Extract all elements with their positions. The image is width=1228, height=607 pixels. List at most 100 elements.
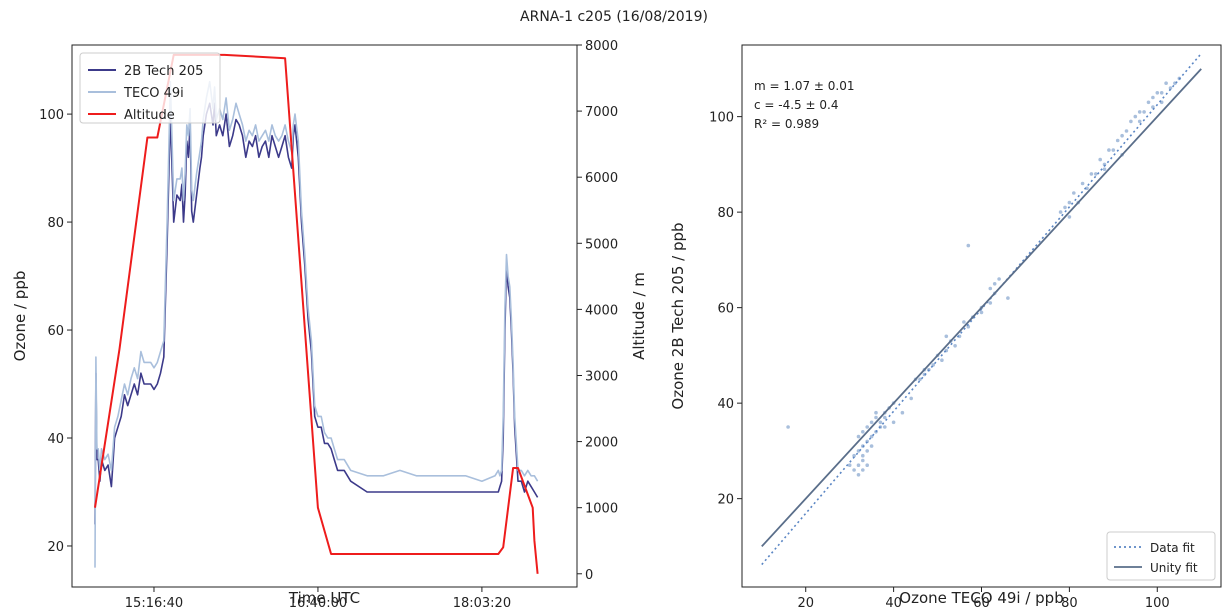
data-fit-line bbox=[761, 53, 1202, 566]
scatter-point bbox=[856, 434, 861, 439]
scatter-point bbox=[979, 310, 984, 315]
y2-tick-label: 0 bbox=[585, 568, 593, 583]
scatter-point bbox=[852, 468, 856, 472]
scatter-point bbox=[1137, 110, 1142, 114]
scatter-point bbox=[869, 434, 874, 439]
y2-tick-label: 3000 bbox=[585, 369, 618, 384]
scatter-point bbox=[944, 334, 949, 339]
scatter-point bbox=[1072, 191, 1076, 195]
y2-tick-label: 7000 bbox=[585, 105, 618, 120]
y2-axis-label: Altitude / m bbox=[630, 272, 648, 360]
scatter-point bbox=[861, 458, 865, 463]
scatter-point bbox=[1120, 133, 1124, 138]
scatter-point bbox=[1102, 167, 1107, 171]
unity-fit-line bbox=[761, 68, 1202, 548]
y-axis-label: Ozone / ppb bbox=[11, 271, 29, 362]
y-tick-label: 60 bbox=[47, 324, 64, 339]
x-axis-label: Ozone TECO 49i / ppb bbox=[899, 589, 1063, 607]
y-tick-label: 80 bbox=[717, 206, 734, 221]
y2-tick-label: 2000 bbox=[585, 436, 618, 451]
scatter-point bbox=[988, 286, 993, 291]
scatter-point bbox=[988, 301, 993, 305]
scatter-point bbox=[909, 396, 913, 401]
y-tick-label: 20 bbox=[717, 493, 734, 508]
scatter-point bbox=[1098, 157, 1102, 162]
scatter-point bbox=[992, 282, 997, 286]
scatter-point bbox=[1164, 81, 1168, 85]
scatter-point bbox=[874, 410, 878, 415]
figure-title: ARNA-1 c205 (16/08/2019) bbox=[520, 9, 708, 25]
scatter-point bbox=[865, 449, 869, 453]
scatter-point bbox=[997, 277, 1001, 281]
y2-tick-label: 5000 bbox=[585, 237, 618, 252]
scatter-point bbox=[861, 453, 865, 458]
x-axis-label: Time UTC bbox=[288, 589, 360, 607]
scatter-point bbox=[1006, 296, 1010, 300]
scatter-point bbox=[1080, 181, 1085, 186]
series-line-teco-49i bbox=[94, 80, 539, 568]
y-tick-label: 20 bbox=[47, 540, 64, 555]
scatter-point bbox=[883, 415, 887, 420]
y-axis-label: Ozone 2B Tech 205 / ppb bbox=[669, 222, 687, 409]
scatter-point bbox=[1115, 138, 1120, 143]
plot-frame bbox=[71, 44, 578, 588]
scatter-point bbox=[1089, 172, 1094, 176]
time-series-chart: 2040608010001000200030004000500060007000… bbox=[11, 39, 648, 607]
scatter-point bbox=[940, 358, 944, 363]
scatter-point bbox=[856, 473, 861, 477]
scatter-point bbox=[856, 463, 861, 468]
scatter-point bbox=[1063, 205, 1067, 210]
scatter-point bbox=[874, 415, 878, 420]
scatter-point bbox=[847, 463, 852, 468]
y-tick-label: 100 bbox=[39, 108, 64, 123]
y-tick-label: 40 bbox=[717, 397, 734, 412]
x-tick-label: 20 bbox=[797, 596, 814, 607]
fit-annotation: c = -4.5 ± 0.4 bbox=[754, 98, 838, 112]
scatter-point bbox=[918, 377, 922, 382]
y2-tick-label: 6000 bbox=[585, 171, 618, 186]
x-tick-label: 18:03:20 bbox=[453, 596, 511, 607]
scatter-point bbox=[1085, 186, 1089, 191]
scatter-point bbox=[1067, 200, 1072, 205]
legend-label: TECO 49i bbox=[123, 86, 184, 101]
x-tick-label: 40 bbox=[885, 596, 902, 607]
scatter-chart: 20 40 60 80 100 20 40 60 80 100 Ozone TECO 49i / p… bbox=[669, 44, 1222, 607]
legend: Data fit Unity fit bbox=[1106, 531, 1216, 581]
fit-annotation: m = 1.07 ± 0.01 bbox=[754, 79, 855, 93]
scatter-point bbox=[1129, 119, 1133, 124]
scatter-point bbox=[1142, 110, 1146, 114]
legend-label: Unity fit bbox=[1150, 561, 1198, 575]
scatter-point bbox=[966, 243, 971, 248]
y2-tick-label: 4000 bbox=[585, 303, 618, 318]
scatter-point bbox=[852, 453, 856, 458]
scatter-point bbox=[891, 420, 896, 425]
scatter-point bbox=[883, 425, 887, 429]
scatter-point bbox=[953, 344, 957, 348]
scatter-point bbox=[1146, 100, 1151, 105]
y-tick-label: 80 bbox=[47, 216, 64, 231]
scatter-point bbox=[962, 320, 966, 324]
x-tick-label: 15:16:40 bbox=[125, 596, 183, 607]
scatter-point bbox=[1155, 91, 1160, 95]
y2-tick-label: 8000 bbox=[585, 39, 618, 54]
scatter-point bbox=[1137, 119, 1142, 124]
scatter-point bbox=[1124, 129, 1129, 133]
scatter-point bbox=[1151, 95, 1155, 100]
x-tick-label: 100 bbox=[1145, 596, 1170, 607]
legend: 2B Tech 205 TECO 49i Altitude bbox=[79, 52, 221, 124]
y2-tick-label: 1000 bbox=[585, 502, 618, 517]
scatter-point bbox=[900, 410, 905, 415]
scatter-point bbox=[1111, 148, 1116, 152]
x-tick-label: 80 bbox=[1061, 596, 1078, 607]
scatter-point bbox=[957, 334, 962, 339]
scatter-point bbox=[869, 444, 874, 448]
y-tick-label: 100 bbox=[709, 111, 734, 126]
scatter-point bbox=[1058, 210, 1063, 214]
x-tick-label: 16:40:00 bbox=[289, 596, 347, 607]
legend-label: Data fit bbox=[1150, 541, 1195, 555]
legend-box bbox=[1106, 531, 1216, 581]
scatter-point bbox=[869, 420, 874, 425]
scatter-point bbox=[786, 425, 790, 429]
legend-label: Altitude bbox=[124, 108, 175, 123]
